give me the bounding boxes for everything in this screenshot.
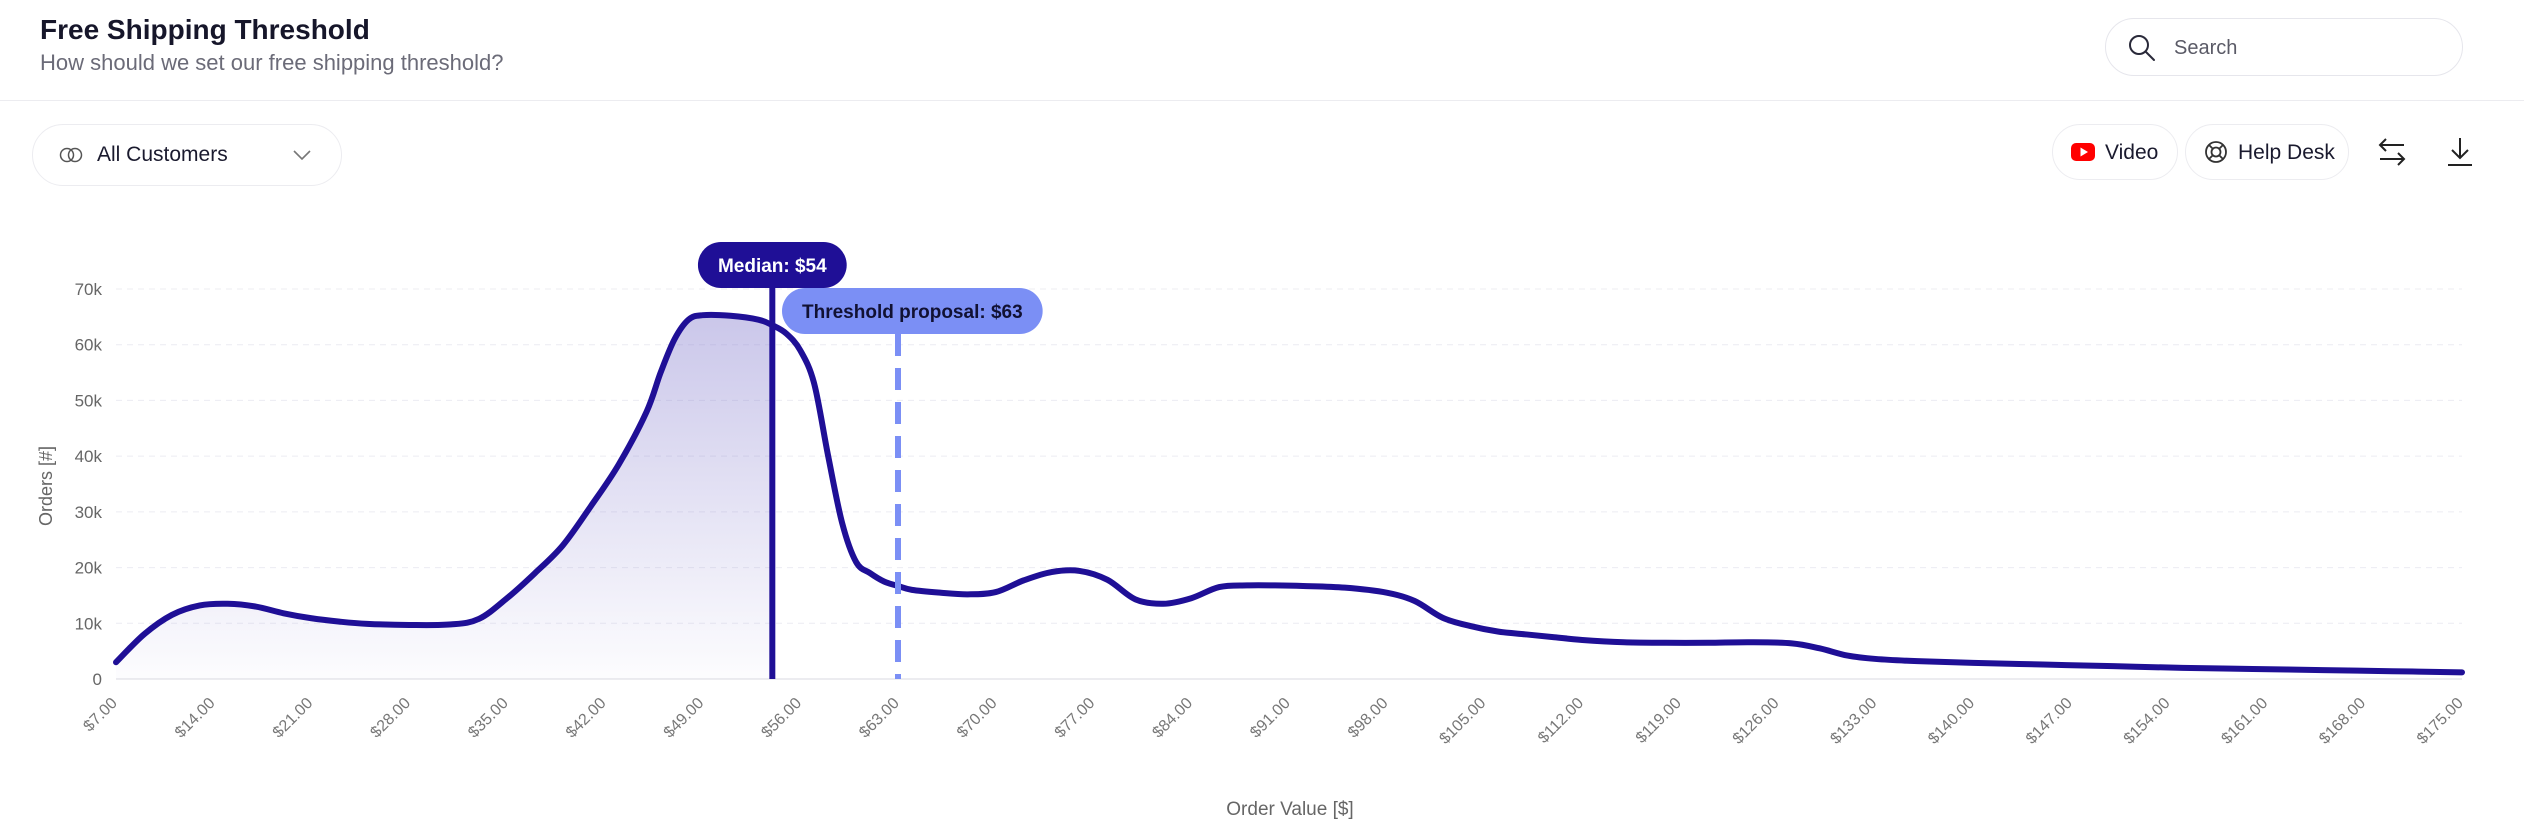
page-header: Free Shipping Threshold How should we se…	[0, 0, 2524, 101]
x-tick-label: $126.00	[1730, 695, 1783, 748]
x-tick-label: $91.00	[1247, 695, 1294, 742]
y-tick-label: 70k	[75, 280, 103, 299]
page-subtitle: How should we set our free shipping thre…	[40, 50, 504, 75]
threshold-label-text: Threshold proposal: $63	[802, 302, 1023, 323]
y-tick-label: 20k	[75, 559, 103, 578]
x-tick-label: $56.00	[758, 695, 805, 742]
x-tick-label: $98.00	[1345, 695, 1392, 742]
y-axis-title: Orders [#]	[36, 446, 56, 526]
x-tick-label: $84.00	[1149, 695, 1196, 742]
help-desk-button-label: Help Desk	[2238, 141, 2335, 164]
x-tick-label: $77.00	[1052, 695, 1099, 742]
y-tick-label: 30k	[75, 503, 103, 522]
threshold-label: Threshold proposal: $63	[782, 288, 1043, 334]
y-tick-label: 0	[93, 670, 102, 689]
y-tick-label: 10k	[75, 614, 103, 633]
x-tick-label: $35.00	[465, 695, 512, 742]
segment-icon	[59, 147, 83, 163]
x-tick-label: $21.00	[270, 695, 317, 742]
chevron-down-icon	[293, 150, 311, 161]
y-tick-label: 60k	[75, 336, 103, 355]
customer-filter-dropdown[interactable]: All Customers	[32, 124, 342, 186]
search-icon	[2129, 35, 2155, 61]
youtube-icon	[2071, 143, 2095, 161]
label-pill	[782, 288, 1043, 334]
customer-filter-label: All Customers	[97, 143, 228, 166]
video-button-label: Video	[2105, 141, 2159, 164]
x-tick-label: $70.00	[954, 695, 1001, 742]
x-tick-label: $161.00	[2218, 695, 2271, 748]
swap-arrows-icon[interactable]	[2370, 130, 2414, 174]
x-tick-label: $28.00	[367, 695, 414, 742]
area-fill	[116, 314, 773, 679]
x-tick-label: $147.00	[2023, 695, 2076, 748]
median-label-text: Median: $54	[718, 256, 827, 277]
x-tick-label: $42.00	[563, 695, 610, 742]
order-value-chart: 0 10k 20k 30k 40k 50k 60k 70k $7.00 $14.00 $21.00 $…	[36, 242, 2467, 820]
y-tick-label: 50k	[75, 391, 103, 410]
lifebuoy-icon	[2205, 141, 2227, 163]
x-tick-label: $168.00	[2316, 695, 2369, 748]
x-tick-label: $105.00	[1436, 695, 1489, 748]
x-tick-label: $112.00	[1535, 695, 1587, 747]
x-tick-label: $63.00	[856, 695, 903, 742]
x-axis-title: Order Value [$]	[1226, 799, 1353, 820]
x-tick-label: $175.00	[2414, 695, 2467, 748]
help-desk-button[interactable]: Help Desk	[2185, 124, 2349, 180]
x-tick-label: $154.00	[2121, 695, 2174, 748]
x-tick-label: $133.00	[1827, 695, 1880, 748]
x-tick-label: $49.00	[661, 695, 708, 742]
search-box[interactable]	[2105, 18, 2463, 76]
y-tick-label: 40k	[75, 447, 103, 466]
median-label: Median: $54	[697, 242, 847, 288]
x-tick-label: $7.00	[80, 695, 120, 735]
video-button[interactable]: Video	[2052, 124, 2178, 180]
x-tick-label: $14.00	[172, 695, 219, 742]
distribution-line	[113, 311, 2465, 676]
x-tick-label: $119.00	[1633, 695, 1685, 747]
label-pill	[697, 242, 847, 288]
download-icon[interactable]	[2438, 130, 2482, 174]
x-tick-label: $140.00	[1925, 695, 1978, 748]
page-title: Free Shipping Threshold	[40, 14, 370, 45]
search-input[interactable]	[2172, 31, 2446, 65]
